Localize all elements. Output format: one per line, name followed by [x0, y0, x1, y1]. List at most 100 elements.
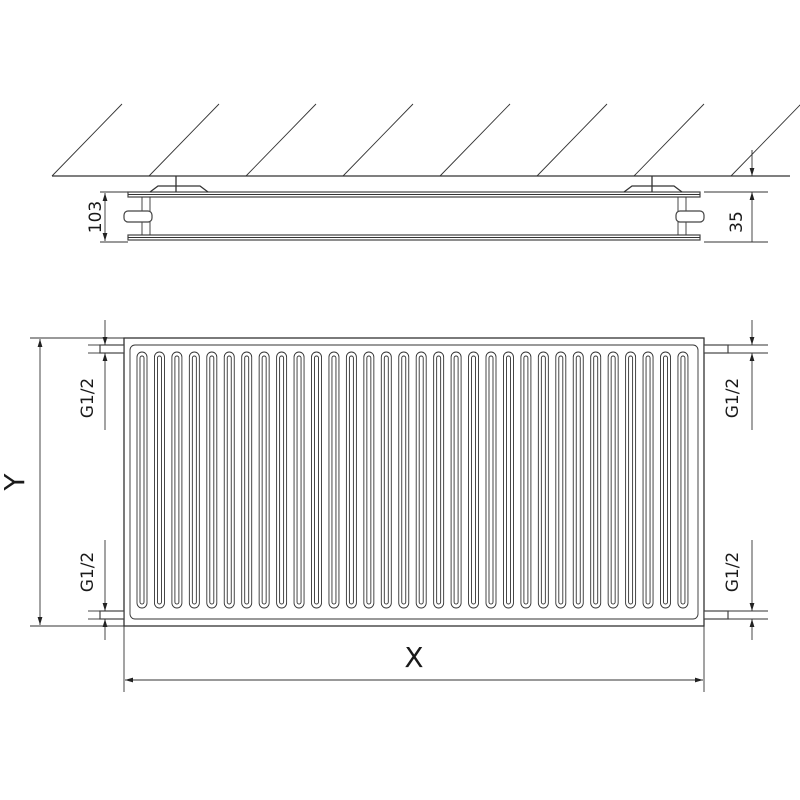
- fin: [171, 351, 183, 609]
- dimension-depth: 103: [86, 191, 128, 243]
- fin-inner: [366, 355, 372, 605]
- fin-inner: [680, 355, 686, 605]
- fin: [328, 351, 340, 609]
- fin: [503, 351, 514, 609]
- bracket-right: [623, 176, 683, 193]
- pipe-stub-right: [675, 210, 705, 223]
- hatch-line: [245, 103, 317, 177]
- hatch-line: [633, 103, 705, 177]
- fin-inner: [174, 355, 180, 605]
- fin-inner: [348, 355, 354, 605]
- fin: [398, 351, 410, 609]
- fin-inner: [401, 355, 407, 605]
- connection-bottom-right-label: G1/2: [723, 552, 743, 593]
- fin: [450, 351, 462, 609]
- height-label: Y: [0, 473, 31, 492]
- panel-outline: [123, 337, 705, 627]
- dimension-connection-left: G1/2 G1/2: [78, 320, 108, 640]
- connection-top-left-label: G1/2: [78, 378, 98, 419]
- fin-inner: [279, 355, 285, 605]
- fin-inner: [610, 355, 616, 605]
- fin-inner: [314, 355, 319, 605]
- wall-hatching: [51, 103, 800, 177]
- fin-inner: [453, 355, 459, 605]
- dimension-height: Y: [0, 337, 124, 627]
- fin-inner: [156, 355, 162, 605]
- fin: [485, 351, 497, 609]
- fin-inner: [226, 355, 232, 605]
- connection-top-right-label: G1/2: [723, 378, 743, 419]
- fin-inner: [523, 355, 529, 605]
- fin-inner: [593, 355, 599, 605]
- fin: [293, 351, 305, 609]
- fin-inner: [628, 355, 634, 605]
- fin: [555, 351, 567, 609]
- radiator-top-view: [123, 176, 705, 241]
- fin: [380, 351, 392, 609]
- fin: [642, 351, 654, 609]
- fin-inner: [191, 355, 197, 605]
- hatch-line: [536, 103, 608, 177]
- dimension-connection-right: G1/2 G1/2: [723, 320, 768, 640]
- connection-top-right: [703, 344, 729, 354]
- connection-bottom-right: [703, 610, 729, 620]
- dimension-width: X: [123, 626, 705, 692]
- fin-inner: [488, 355, 494, 605]
- fin-inner: [540, 355, 546, 605]
- fin: [258, 351, 270, 609]
- wall-gap-label: 35: [727, 211, 747, 233]
- fin: [572, 351, 584, 609]
- width-label: X: [404, 641, 423, 674]
- fin-inner: [209, 355, 215, 605]
- radiator-front-view: [99, 337, 729, 627]
- fin-inner: [558, 355, 564, 605]
- fin: [415, 351, 427, 609]
- connection-bottom-left-label: G1/2: [78, 552, 98, 593]
- hatch-line: [342, 103, 414, 177]
- fin: [433, 351, 445, 609]
- fin: [206, 351, 218, 609]
- hatch-line: [148, 103, 220, 177]
- dimension-wall-gap: 35: [704, 150, 768, 243]
- depth-label: 103: [86, 201, 106, 233]
- fin: [345, 351, 357, 609]
- fin: [241, 351, 253, 609]
- fin-inner: [436, 355, 442, 605]
- fin: [607, 351, 619, 609]
- fin-inner: [331, 355, 337, 605]
- fin: [660, 351, 671, 609]
- fin-inner: [139, 355, 145, 605]
- fin: [625, 351, 637, 609]
- fin-inner: [506, 355, 511, 605]
- fin: [136, 351, 148, 609]
- fin-inner: [261, 355, 267, 605]
- fin-inner: [575, 355, 581, 605]
- panel-inner: [129, 344, 699, 620]
- convector-fins: [136, 351, 689, 609]
- fin: [520, 351, 532, 609]
- fin: [311, 351, 322, 609]
- fin-inner: [418, 355, 424, 605]
- bracket-left: [149, 176, 209, 193]
- fin: [188, 351, 200, 609]
- fin: [223, 351, 235, 609]
- fin: [590, 351, 602, 609]
- hatch-line: [51, 103, 123, 177]
- pipe-stub-left: [123, 210, 153, 223]
- fin-inner: [296, 355, 302, 605]
- fin: [153, 351, 165, 609]
- connection-top-left: [99, 344, 125, 354]
- hatch-line: [730, 104, 800, 177]
- hatch-line: [439, 103, 511, 177]
- fin-inner: [663, 355, 668, 605]
- fin-inner: [471, 355, 476, 605]
- fin: [363, 351, 375, 609]
- fin: [537, 351, 549, 609]
- fin-inner: [244, 355, 250, 605]
- fin-inner: [383, 355, 389, 605]
- fin: [276, 351, 288, 609]
- fin-inner: [645, 355, 651, 605]
- fin: [468, 351, 479, 609]
